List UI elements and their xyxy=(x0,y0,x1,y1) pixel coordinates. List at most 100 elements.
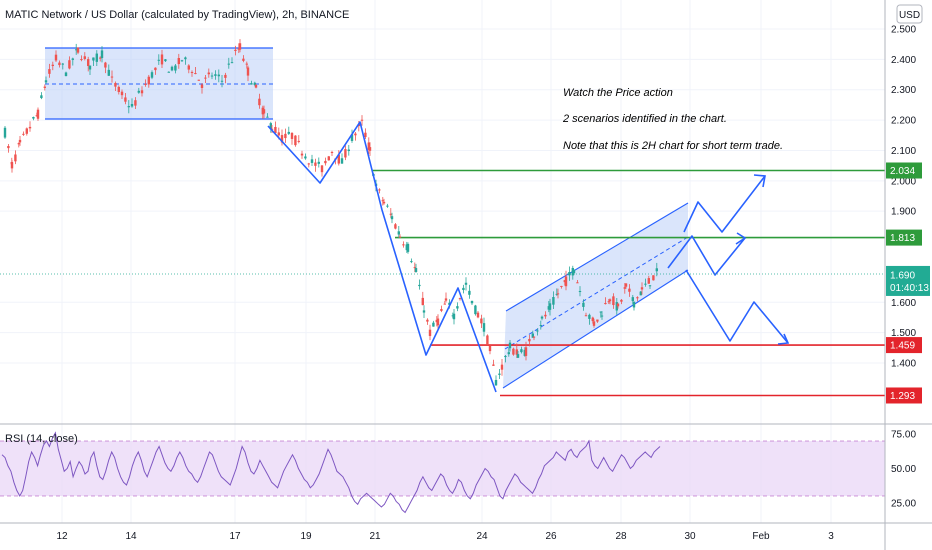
candle-body xyxy=(367,142,370,150)
candle-body xyxy=(269,123,272,130)
candle-body xyxy=(300,153,304,156)
candle-body xyxy=(552,296,555,305)
candle-body xyxy=(599,311,602,313)
candle-body xyxy=(444,298,448,301)
candle-body xyxy=(608,299,612,302)
candle-body xyxy=(76,47,80,53)
candle-body xyxy=(397,231,400,235)
scenario-paths xyxy=(267,121,789,393)
candle-body xyxy=(262,109,266,114)
candle-body xyxy=(43,86,46,88)
candle-body xyxy=(253,82,256,85)
candle-body xyxy=(274,126,277,134)
candle-body xyxy=(394,224,397,229)
candle-body xyxy=(314,162,317,166)
candle-body xyxy=(22,133,25,135)
candle-body xyxy=(304,156,307,159)
past-zigzag-path xyxy=(267,121,497,393)
candle-body xyxy=(488,345,492,352)
candle-body xyxy=(648,285,652,287)
candle-body xyxy=(591,317,594,322)
price-level-tag-label: 1.293 xyxy=(890,391,915,402)
currency-badge[interactable] xyxy=(896,4,923,24)
candle-body xyxy=(317,161,320,164)
candle-body xyxy=(620,299,623,302)
chart-title: MATIC Network / US Dollar (calculated by… xyxy=(5,9,349,21)
candle-body xyxy=(390,216,394,220)
time-tick-label: 26 xyxy=(545,531,557,542)
candle-body xyxy=(64,72,68,76)
candle-body xyxy=(452,313,456,320)
candle-body xyxy=(58,62,61,66)
time-tick-label: 3 xyxy=(828,531,834,542)
candle-body xyxy=(443,303,446,305)
candle-body xyxy=(320,165,324,173)
price-tick-label: 2.400 xyxy=(891,55,916,66)
candle-body xyxy=(474,305,477,315)
candle-body xyxy=(655,268,658,272)
candle-body xyxy=(448,302,451,305)
candle-body xyxy=(340,158,344,164)
candle-body xyxy=(632,301,636,308)
candle-body xyxy=(130,103,134,107)
candle-body xyxy=(245,63,248,65)
candle-body xyxy=(14,154,17,162)
candle-body xyxy=(462,287,465,291)
candle-body xyxy=(652,275,655,281)
rsi-label: RSI (14, close) xyxy=(5,433,78,445)
price-level-tag-label: 2.034 xyxy=(890,166,915,177)
candle-body xyxy=(458,298,462,300)
candle-body xyxy=(210,75,214,77)
candle-body xyxy=(515,349,518,355)
candle-body xyxy=(104,62,107,68)
countdown-label: 01:40:13 xyxy=(890,283,929,294)
candle-body xyxy=(476,312,480,318)
candle-body xyxy=(32,116,35,119)
candle-body xyxy=(531,333,534,338)
candle-body xyxy=(194,73,197,75)
drawings xyxy=(45,47,689,389)
time-tick-label: 17 xyxy=(229,531,241,542)
candle-body xyxy=(406,244,410,252)
bearish-scenario-path xyxy=(685,269,789,344)
price-tick-label: 2.100 xyxy=(891,146,916,157)
candle-body xyxy=(25,128,28,134)
candle-body xyxy=(120,91,124,96)
candle-body xyxy=(347,149,350,152)
candle-body xyxy=(92,57,95,61)
candle-body xyxy=(54,54,58,61)
candle-body xyxy=(536,330,539,332)
candle-body xyxy=(507,352,510,355)
price-level-tag xyxy=(886,337,922,354)
candle-body xyxy=(140,90,144,94)
arrowhead-icon xyxy=(735,232,747,245)
candle-body xyxy=(556,293,560,295)
price-tick-label: 1.400 xyxy=(891,359,916,370)
candle-body xyxy=(612,296,615,306)
candle-body xyxy=(204,77,207,79)
rsi-tick-label: 25.00 xyxy=(891,498,916,509)
price-level-tag-label: 1.459 xyxy=(890,341,915,352)
candle-body xyxy=(422,310,426,313)
candle-body xyxy=(17,143,20,145)
time-tick-label: 21 xyxy=(369,531,381,542)
candle-body xyxy=(568,272,571,276)
candle-body xyxy=(616,303,620,307)
candle-body xyxy=(500,364,504,370)
candle-body xyxy=(576,282,579,284)
time-tick-label: 28 xyxy=(615,531,627,542)
candle-body xyxy=(242,58,245,61)
candle-body xyxy=(214,74,217,76)
price-tick-label: 2.000 xyxy=(891,176,916,187)
candle-body xyxy=(578,291,582,293)
candle-body xyxy=(426,319,429,322)
candle-body xyxy=(418,284,421,287)
candle-body xyxy=(540,316,544,319)
candle-body xyxy=(220,80,224,82)
candle-body xyxy=(560,285,563,287)
candle-body xyxy=(310,159,314,163)
candle-body xyxy=(584,315,588,317)
annotation-3: Note that this is 2H chart for short ter… xyxy=(563,140,783,152)
candle-body xyxy=(596,319,599,322)
candle-body xyxy=(230,62,234,64)
